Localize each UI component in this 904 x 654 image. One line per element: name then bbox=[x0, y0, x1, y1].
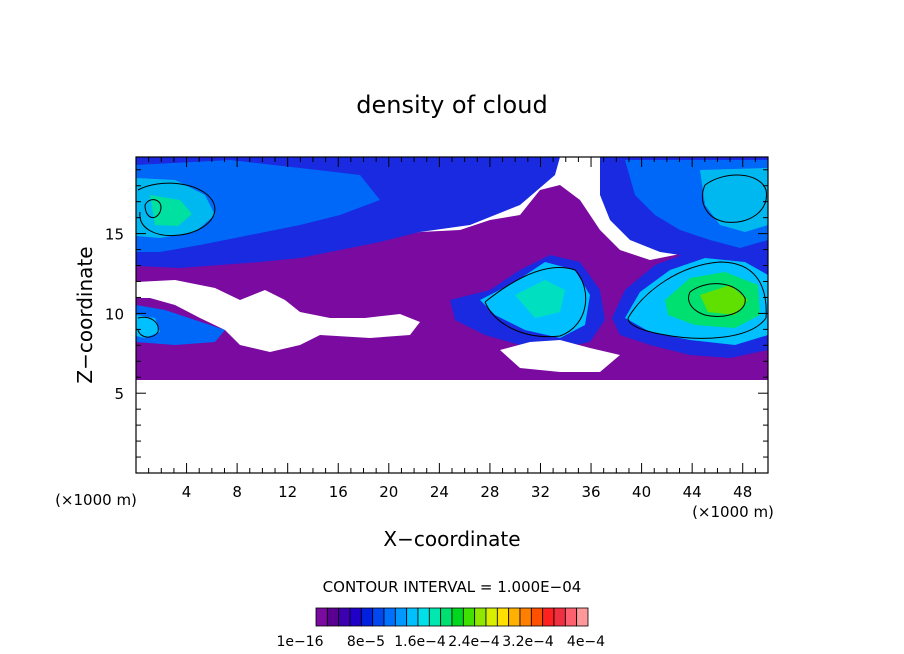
x-tick-label: 28 bbox=[480, 483, 499, 501]
colorbar-swatch bbox=[496, 607, 510, 627]
x-tick-label: 36 bbox=[581, 483, 600, 501]
colorbar-swatch bbox=[383, 607, 396, 627]
colorbar-swatch bbox=[428, 607, 442, 627]
x-axis-unit-right: (×1000 m) bbox=[692, 503, 774, 521]
plot-area bbox=[136, 157, 768, 380]
y-tick-label: 10 bbox=[105, 305, 124, 323]
cloud-region-upper-left-peak bbox=[150, 195, 192, 226]
contour-lines bbox=[137, 174, 767, 339]
y-ticks: 5 10 15 bbox=[105, 169, 768, 458]
x-ticks: 4 8 12 16 20 24 28 32 36 40 44 48 bbox=[148, 157, 756, 501]
colorbar-swatch bbox=[519, 607, 532, 627]
x-tick-label: 20 bbox=[379, 483, 398, 501]
colorbar-swatch bbox=[530, 607, 544, 627]
colorbar-swatch bbox=[406, 607, 419, 627]
x-tick-label: 40 bbox=[632, 483, 651, 501]
colorbar-label: 1e−16 bbox=[276, 634, 323, 650]
x-tick-label: 8 bbox=[232, 483, 242, 501]
cloud-region-mid-center-peak bbox=[515, 280, 565, 318]
colorbar-labels: 1e−16 8e−5 1.6e−4 2.4e−4 3.2e−4 4e−4 bbox=[276, 634, 605, 650]
contour-line-upper-left bbox=[137, 182, 216, 237]
colorbar-swatch bbox=[576, 607, 589, 627]
y-axis-label: Z−coordinate bbox=[73, 246, 97, 383]
cloud-region-mid-right-max bbox=[700, 285, 748, 315]
colorbar-label: 8e−5 bbox=[347, 634, 385, 650]
contour-line-upper-right bbox=[701, 174, 767, 223]
colorbar-swatch bbox=[326, 607, 340, 627]
colorbar-swatch bbox=[553, 607, 566, 627]
x-tick-label: 32 bbox=[531, 483, 550, 501]
colorbar-swatch bbox=[542, 607, 555, 627]
y-tick-label: 5 bbox=[114, 385, 124, 403]
colorbar-swatch bbox=[372, 607, 385, 627]
contour-line-mid-center bbox=[484, 267, 587, 338]
x-tick-label: 24 bbox=[430, 483, 449, 501]
clear-gap-center bbox=[500, 340, 620, 372]
colorbar-swatch bbox=[485, 607, 498, 627]
x-tick-label: 12 bbox=[278, 483, 297, 501]
x-tick-label: 4 bbox=[182, 483, 192, 501]
colorbar-swatch bbox=[360, 607, 374, 627]
x-tick-label: 44 bbox=[683, 483, 702, 501]
colorbar-swatch bbox=[338, 607, 351, 627]
colorbar-swatch bbox=[564, 607, 578, 627]
colorbar-swatch bbox=[315, 607, 328, 627]
chart-title: density of cloud bbox=[356, 91, 547, 119]
colorbar-swatch bbox=[508, 607, 521, 627]
colorbar-swatch bbox=[349, 607, 362, 627]
colorbar-swatch bbox=[440, 607, 453, 627]
x-tick-label: 48 bbox=[733, 483, 752, 501]
contour-line-mid-right bbox=[627, 261, 767, 339]
contour-line-mid-right-inner bbox=[688, 283, 746, 317]
x-axis-unit-left: (×1000 m) bbox=[55, 491, 137, 509]
colorbar-swatch bbox=[394, 607, 408, 627]
colorbar-swatch bbox=[462, 607, 476, 627]
contour-line-upper-left-inner bbox=[144, 199, 162, 219]
contour-interval-label: CONTOUR INTERVAL = 1.000E−04 bbox=[323, 578, 582, 596]
colorbar bbox=[315, 607, 589, 627]
clear-gap-left bbox=[136, 280, 420, 352]
y-tick-label: 15 bbox=[105, 226, 124, 244]
colorbar-swatch bbox=[417, 607, 430, 627]
colorbar-swatch bbox=[451, 607, 464, 627]
cloud-region-left-mid bbox=[136, 305, 225, 345]
colorbar-label: 1.6e−4 bbox=[394, 634, 446, 650]
colorbar-label: 4e−4 bbox=[567, 634, 605, 650]
colorbar-label: 3.2e−4 bbox=[502, 634, 554, 650]
x-tick-label: 16 bbox=[329, 483, 348, 501]
colorbar-label: 2.4e−4 bbox=[448, 634, 500, 650]
colorbar-swatch bbox=[474, 607, 487, 627]
x-axis-label: X−coordinate bbox=[383, 527, 520, 551]
cloud-region-upper-right-core bbox=[700, 168, 768, 232]
contour-line-left-mid bbox=[137, 316, 159, 338]
